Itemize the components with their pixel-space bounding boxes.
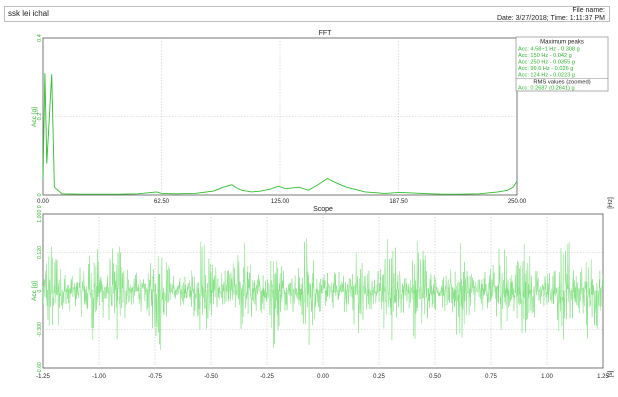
fft-chart: FFT Acc [g] [Hz] 0.00 62.50 125.00 187.50 25…	[31, 30, 614, 209]
fft-xlabel: [Hz]	[607, 197, 614, 209]
scope-y-tick-label: -0.300	[37, 322, 43, 337]
scope-ylabel: Acc [g]	[31, 281, 38, 301]
scope-y-tick-label: 0.120	[37, 246, 43, 259]
peak-item: Acc: 99.6 Hz - 0.026 g	[518, 66, 573, 72]
scope-x-tick-label: -1.25	[36, 374, 50, 380]
peak-item: Acc: 4.58~1 Hz - 0.308 g	[518, 47, 580, 53]
file-datetime: Date: 3/27/2018; Time: 1:11:37 PM	[496, 14, 605, 22]
fft-y-tick-label: 0.2	[37, 113, 43, 121]
fft-x-tick-label: 125.00	[271, 199, 290, 205]
rms-panel-title: RMS values (zoomed)	[533, 80, 590, 86]
scope-series-line	[42, 238, 604, 350]
scope-chart: Scope Acc [g] [s] -1.25 -1.00 -0.75 -0.50 -0…	[31, 205, 614, 380]
scope-x-tick-label: 0.50	[429, 374, 441, 380]
scope-x-tick-label: -0.25	[260, 374, 274, 380]
fft-x-tick-label: 187.50	[389, 199, 408, 205]
file-name-label: File name:	[572, 7, 605, 14]
peak-item: Acc: 150 Hz - 0.042 g	[518, 53, 572, 59]
fft-y-tick-label: 0.4	[37, 34, 43, 42]
session-name: ssk lei ichal	[8, 9, 49, 18]
scope-y-tick-label: 0	[37, 289, 43, 292]
scope-x-tick-label: -0.75	[148, 374, 162, 380]
scope-x-tick-label: 0.25	[373, 374, 385, 380]
peaks-panel-box	[515, 36, 609, 92]
scope-xlabel: [s]	[607, 370, 614, 377]
scope-x-tick-label: 0.75	[485, 374, 497, 380]
fft-ylabel: Acc [g]	[31, 107, 38, 127]
peaks-panel-title: Maximum peaks	[540, 40, 584, 46]
fft-x-tick-label: 62.50	[154, 199, 170, 205]
file-meta: File name: Date: 3/27/2018; Time: 1:11:3…	[497, 7, 605, 22]
fft-y-tick-label: 0	[37, 193, 43, 196]
rms-value: Acc: 0.2687 (0.2641) g	[518, 86, 575, 92]
fft-series-line	[42, 73, 518, 195]
peak-item: Acc: 124 Hz - 0.0223 g	[518, 73, 575, 79]
scope-y-tick-label: -0.60	[37, 362, 43, 374]
file-info-header: ssk lei ichal File name: Date: 3/27/2018…	[4, 6, 610, 22]
scope-x-tick-label: -1.00	[92, 374, 106, 380]
fft-peaks-panel: Maximum peaks Acc: 4.58~1 Hz - 0.308 g A…	[515, 36, 609, 92]
scope-x-tick-label: 1.25	[597, 374, 609, 380]
fft-x-tick-label: 250.00	[508, 199, 527, 205]
scope-y-tick-label: 1.000 0	[37, 205, 43, 222]
scope-x-tick-label: 0.00	[317, 374, 329, 380]
scope-x-tick-labels: -1.25 -1.00 -0.75 -0.50 -0.25 0.00 0.25 0.50 0.7…	[36, 374, 609, 380]
fft-title: FFT	[319, 30, 333, 37]
fft-x-tick-labels: 0.00 62.50 125.00 187.50 250.00	[37, 199, 527, 205]
fft-y-tick-labels: 0 0.2 0.4	[37, 34, 43, 196]
scope-y-tick-labels: -0.60 -0.300 0 0.120 1.000 0	[37, 205, 43, 374]
fft-grid	[43, 38, 517, 195]
scope-x-tick-label: -0.50	[204, 374, 218, 380]
peak-item: Acc: 250 Hz - 0.0355 g	[518, 60, 575, 66]
scope-x-tick-label: 1.00	[541, 374, 553, 380]
fft-x-tick-label: 0.00	[37, 199, 49, 205]
scope-title: Scope	[313, 206, 333, 213]
